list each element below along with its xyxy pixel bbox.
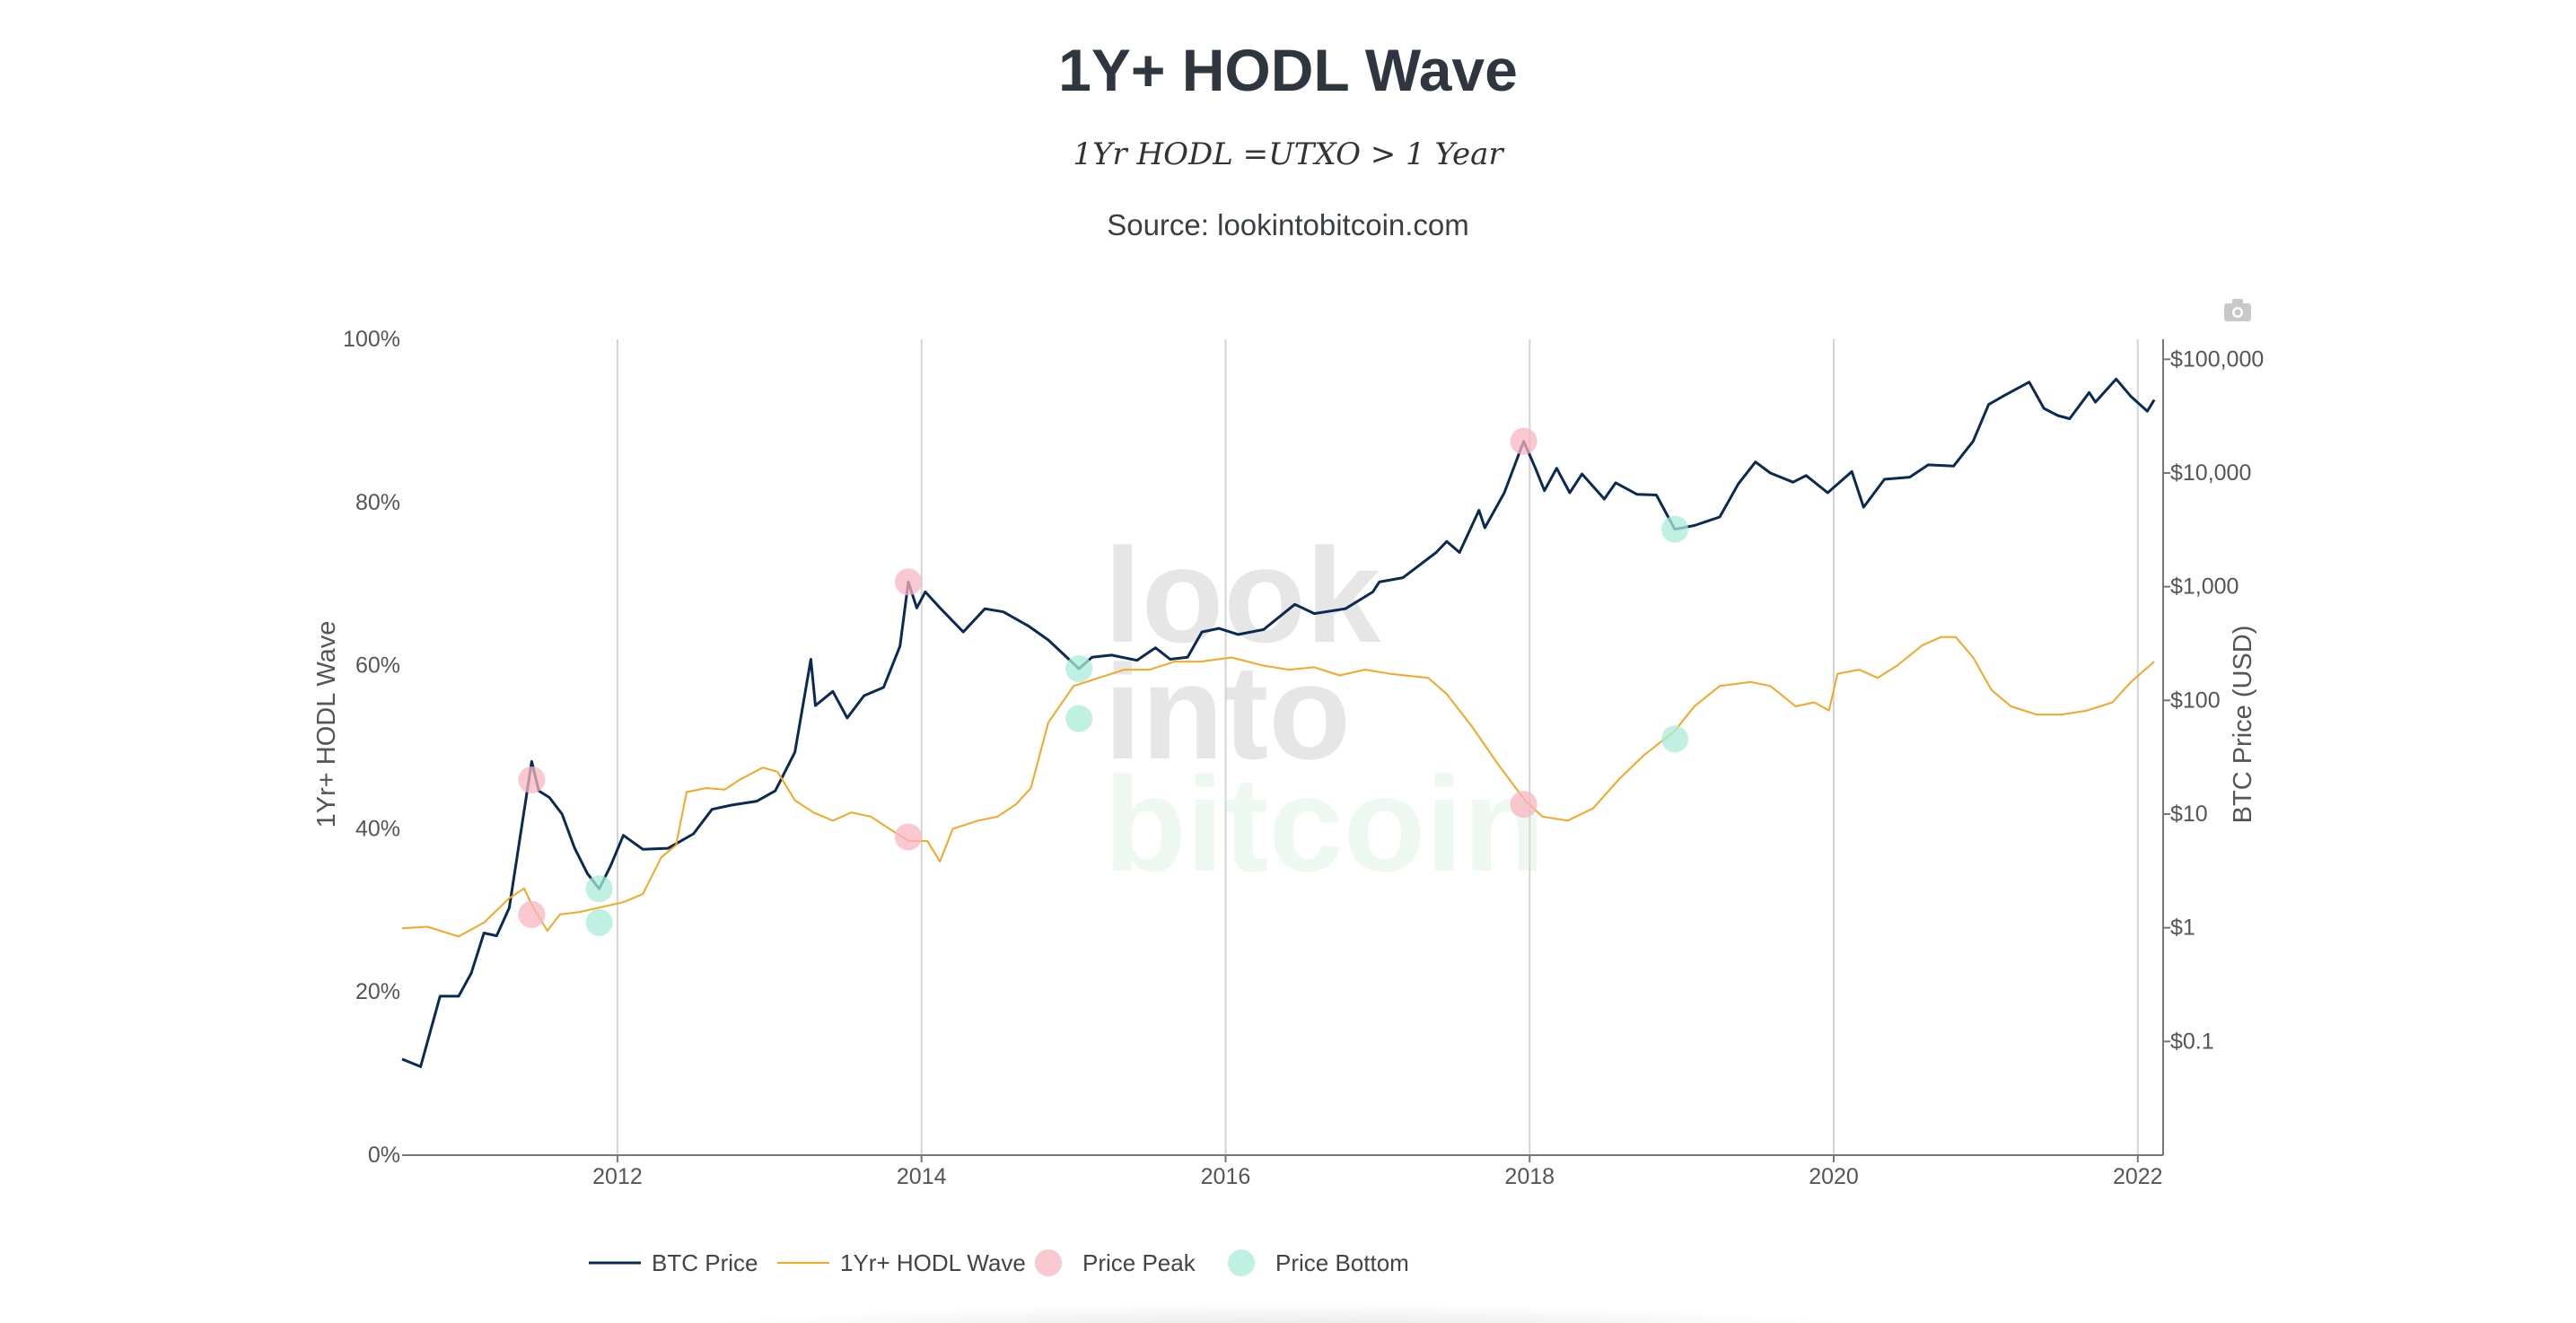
- marker-layer: [518, 427, 1689, 936]
- price-bottom-marker[interactable]: [585, 908, 613, 936]
- legend: BTC Price 1Yr+ HODL Wave Price Peak Price B…: [589, 1249, 1409, 1276]
- vertical-gridlines: [616, 339, 2139, 1155]
- camera-icon[interactable]: [2224, 299, 2251, 321]
- right-axis-ticks: $0.1 $1 $10 $100 $1,000 $10,000 $100,000: [2163, 346, 2264, 1054]
- hodl-wave-line: [401, 635, 2155, 938]
- price-bottom-marker[interactable]: [1661, 725, 1689, 753]
- right-tick-label: $100: [2170, 688, 2221, 713]
- legend-swatch: [1035, 1249, 1062, 1276]
- x-tick-label: 2020: [1809, 1164, 1859, 1189]
- legend-item[interactable]: Price Bottom: [1228, 1249, 1409, 1276]
- right-tick-label: $100,000: [2170, 346, 2264, 372]
- left-tick-label: 60%: [355, 653, 400, 679]
- left-axis-ticks: 0% 20% 40% 60% 80% 100%: [343, 327, 400, 1168]
- right-tick-label: $0.1: [2170, 1029, 2214, 1054]
- watermark-bitcoin: bitcoin: [1104, 749, 1546, 899]
- right-tick-label: $10,000: [2170, 460, 2251, 486]
- price-peak-marker[interactable]: [518, 900, 546, 928]
- left-tick-label: 20%: [355, 979, 400, 1004]
- price-bottom-marker[interactable]: [585, 875, 613, 903]
- price-peak-marker[interactable]: [1510, 791, 1538, 819]
- price-peak-marker[interactable]: [518, 766, 546, 793]
- bottom-shadow: [682, 1303, 1885, 1323]
- chart-subtitle: 1Yr HODL =UTXO > 1 Year: [1073, 136, 1503, 172]
- chart-title: 1Y+ HODL Wave: [1058, 37, 1518, 103]
- legend-label: 1Yr+ HODL Wave: [840, 1249, 1026, 1276]
- left-tick-label: 0%: [368, 1143, 400, 1168]
- price-bottom-marker[interactable]: [1065, 705, 1093, 732]
- x-axis-ticks: 2012 2014 2016 2018 2020 2022: [592, 1155, 2163, 1189]
- x-tick-label: 2014: [897, 1164, 947, 1189]
- x-tick-label: 2022: [2113, 1164, 2163, 1189]
- watermark: look into bitcoin: [1104, 520, 1546, 899]
- x-tick-label: 2012: [592, 1164, 643, 1189]
- legend-swatch: [1228, 1249, 1255, 1276]
- legend-label: Price Bottom: [1275, 1249, 1409, 1276]
- legend-label: Price Peak: [1082, 1249, 1196, 1276]
- price-peak-marker[interactable]: [1510, 427, 1538, 455]
- legend-label: BTC Price: [652, 1249, 758, 1276]
- legend-item[interactable]: Price Peak: [1035, 1249, 1196, 1276]
- right-axis-title: BTC Price (USD): [2229, 626, 2257, 824]
- watermark-into: into: [1104, 636, 1351, 787]
- left-tick-label: 40%: [355, 816, 400, 841]
- x-tick-label: 2018: [1504, 1164, 1555, 1189]
- legend-item[interactable]: 1Yr+ HODL Wave: [777, 1249, 1026, 1276]
- price-bottom-marker[interactable]: [1065, 655, 1093, 683]
- price-peak-marker[interactable]: [894, 568, 922, 596]
- chart-source: Source: lookintobitcoin.com: [1107, 208, 1469, 241]
- btc-price-line: [401, 377, 2156, 1068]
- right-tick-label: $1,000: [2170, 574, 2239, 600]
- left-tick-label: 100%: [343, 327, 400, 352]
- left-axis-title: 1Yr+ HODL Wave: [312, 621, 341, 828]
- x-tick-label: 2016: [1201, 1164, 1251, 1189]
- left-tick-label: 80%: [355, 490, 400, 515]
- price-peak-marker[interactable]: [894, 823, 922, 851]
- right-tick-label: $1: [2170, 916, 2195, 941]
- right-tick-label: $10: [2170, 802, 2208, 827]
- watermark-look: look: [1104, 520, 1381, 670]
- series-layer: [401, 377, 2156, 1068]
- price-bottom-marker[interactable]: [1661, 515, 1689, 543]
- legend-item[interactable]: BTC Price: [589, 1249, 758, 1276]
